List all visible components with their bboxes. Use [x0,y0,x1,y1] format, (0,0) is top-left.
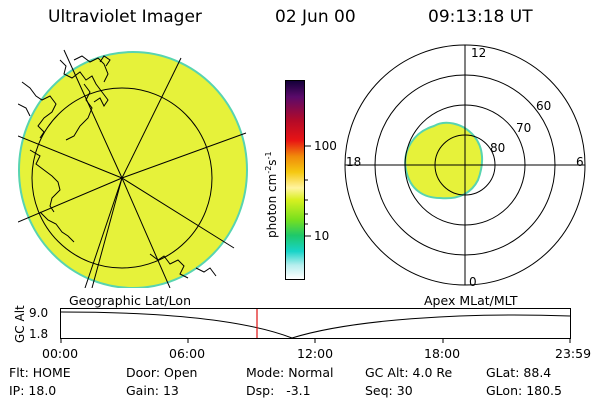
altitude-tick-high: 9.0 [29,306,49,320]
status-flt: Flt: HOME [9,365,71,380]
colorbar-tick-100: 100 [314,139,337,153]
altitude-curve [60,311,571,339]
status-door: Door: Open [126,365,198,380]
colorbar-unit-label: photon cm-2s-1 [264,151,279,238]
timeline-tick-0000: 00:00 [42,346,79,361]
timeline-tick-1800: 18:00 [424,346,461,361]
time-label: 09:13:18 UT [428,7,533,27]
geo-coastlines [18,55,217,279]
instrument-title: Ultraviolet Imager [48,7,202,27]
apex-mlt-lines [345,45,585,285]
timeline-tick-2359: 23:59 [555,346,592,361]
mlt-label-6: 6 [576,155,584,169]
mlt-label-18: 18 [346,155,361,169]
geographic-caption: Geographic Lat/Lon [69,293,191,308]
geo-emission-region [18,51,248,288]
status-glat: GLat: 88.4 [486,365,552,380]
lat-label-60: 60 [536,99,551,113]
mlt-label-12: 12 [471,46,486,60]
status-ip: IP: 18.0 [9,383,57,398]
apex-emission-region [404,121,484,200]
colorbar-tick-10: 10 [314,229,330,243]
lat-label-70: 70 [516,121,531,135]
lat-label-80: 80 [490,141,505,155]
geo-meridian-lines [18,49,247,288]
altitude-timeline-plot [60,308,571,343]
apex-caption: Apex MLat/MLT [424,293,518,308]
timeline-ticks [60,338,571,343]
apex-polar-plot: 12 18 6 0 60 70 80 [344,44,586,289]
geographic-image-panel [18,49,248,288]
altitude-tick-low: 1.8 [29,327,49,341]
status-dsp: Dsp: -3.1 [246,383,311,398]
intensity-colorbar [285,80,305,280]
timeline-tick-1200: 12:00 [297,346,334,361]
status-glon: GLon: 180.5 [486,383,562,398]
mlt-label-0: 0 [469,275,477,289]
date-label: 02 Jun 00 [275,7,356,27]
status-gain: Gain: 13 [126,383,179,398]
status-mode: Mode: Normal [246,365,334,380]
status-gc-alt: GC Alt: 4.0 Re [365,365,453,380]
timeline-tick-0600: 06:00 [169,346,206,361]
geo-latitude-circle [31,87,213,269]
status-seq: Seq: 30 [365,383,413,398]
colorbar-tick-marks [305,145,311,237]
altitude-axis-label: GC Alt [13,305,27,343]
